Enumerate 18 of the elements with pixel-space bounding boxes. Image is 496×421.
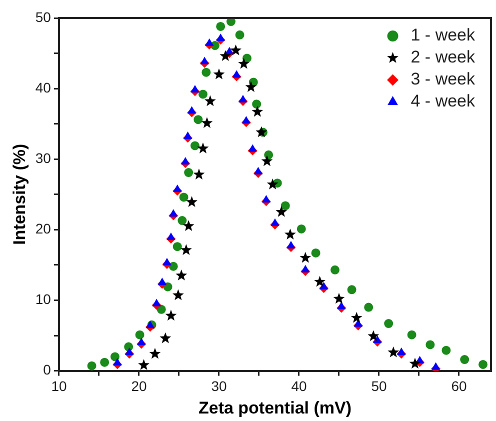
y-tick-label: 20	[35, 220, 52, 237]
x-tick-label: 10	[51, 378, 67, 394]
x-tick-label: 40	[291, 378, 307, 394]
x-tick-label: 20	[131, 378, 147, 394]
legend-label: 1 - week	[410, 26, 476, 45]
y-axis-title: Intensity (%)	[10, 144, 29, 245]
x-tick-label: 60	[451, 378, 467, 394]
y-tick-label: 10	[35, 291, 52, 308]
legend-label: 4 - week	[410, 92, 476, 111]
y-tick-label: 30	[35, 150, 52, 166]
x-axis-title: Zeta potential (mV)	[198, 398, 352, 418]
x-tick-label: 50	[371, 378, 387, 394]
legend-label: 3 - week	[410, 70, 476, 89]
x-tick-label: 30	[211, 378, 227, 394]
y-tick-label: 40	[35, 79, 52, 96]
legend-label: 2 - week	[410, 48, 476, 67]
y-tick-label: 50	[35, 8, 52, 25]
y-tick-label: 0	[43, 362, 52, 378]
